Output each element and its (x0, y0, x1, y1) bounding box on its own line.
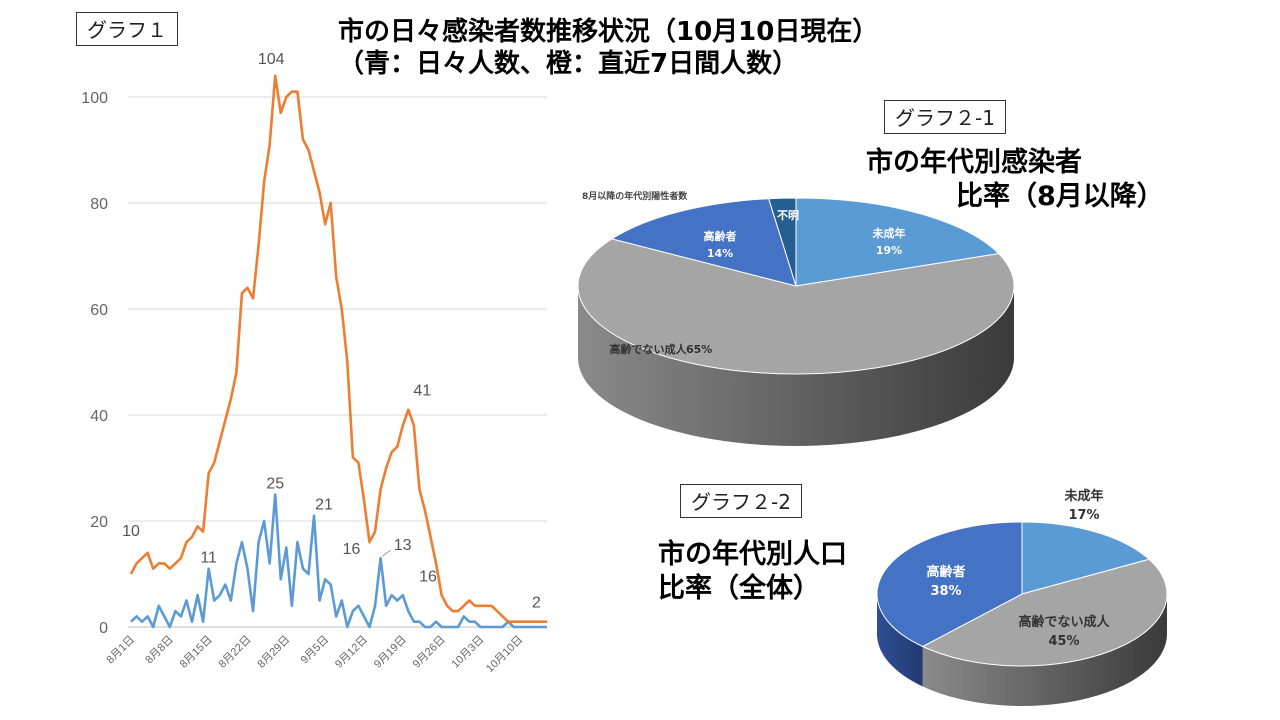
data-label: 10 (122, 523, 140, 540)
pie-slice-label: 不明 (777, 209, 799, 222)
pie-slice (921, 558, 1168, 667)
pie-slice-percent: 45% (1048, 634, 1079, 649)
pie-slice (795, 197, 1000, 287)
pie-slice-percent: 19% (876, 244, 902, 257)
x-tick-label: 8月8日 (143, 634, 176, 667)
y-tick-label: 60 (90, 302, 108, 319)
line-chart-series (129, 74, 547, 629)
graph2-2-tag: グラフ２-2 (680, 484, 802, 518)
main-title: 市の日々感染者数推移状況（10月10日現在） （青：日々人数、橙：直近7日間人数… (338, 16, 878, 80)
pie-chart-population-by-age: 未成年 17% 高齢でない成人 45% 高齢者 38% (876, 488, 1168, 706)
x-tick-label: 8月22日 (217, 634, 254, 671)
graph1-tag: グラフ１ (76, 12, 178, 46)
data-label: 104 (258, 51, 285, 68)
pie-side (578, 286, 1014, 446)
line-chart-y-ticks: 0 20 40 60 80 100 (81, 90, 108, 637)
x-tick-label: 9月19日 (372, 634, 409, 671)
y-tick-label: 20 (90, 514, 108, 531)
data-label: 25 (266, 476, 284, 493)
pie1-heading-line2: 比率（8月以降） (956, 181, 1164, 212)
pie-slice (577, 238, 1015, 375)
pie2-heading: 市の年代別人口 比率（全体） (658, 538, 847, 606)
data-label: 11 (200, 550, 217, 567)
data-label: 16 (343, 541, 361, 558)
x-tick-label: 9月5日 (299, 634, 332, 667)
data-label: 2 (532, 595, 541, 612)
main-title-line2: （青：日々人数、橙：直近7日間人数） (338, 49, 799, 79)
pie2-heading-line1: 市の年代別人口 (658, 539, 847, 570)
pie-side (877, 594, 923, 687)
x-tick-label: 9月26日 (411, 634, 448, 671)
line-chart-grid (128, 96, 547, 628)
pie-slice-percent: 65% (686, 343, 712, 356)
pie-side (922, 594, 1167, 706)
pie-slice-label: 高齢でない成人 (610, 342, 688, 356)
annotation-leader (382, 549, 391, 557)
data-label: 13 (394, 537, 412, 554)
line-chart-annotations: 10 11 25 21 104 16 13 41 16 2 (122, 51, 541, 612)
pie-slice-percent: 17% (1068, 508, 1099, 523)
y-tick-label: 0 (99, 620, 108, 637)
pie1-title: 8月以降の年代別陽性者数 (582, 190, 688, 202)
pie-slice-label: 高齢でない成人 (1018, 614, 1110, 630)
pie-slice-percent: 14% (707, 247, 733, 260)
pie-slice-label: 未成年 (872, 226, 906, 240)
series-line-rolling7 (129, 74, 547, 624)
x-tick-label: 10月10日 (484, 634, 525, 675)
y-tick-label: 40 (90, 408, 108, 425)
y-tick-label: 100 (81, 90, 108, 107)
pie-slice (876, 521, 1023, 648)
x-tick-label: 8月1日 (104, 634, 137, 667)
pie-slice (610, 198, 797, 287)
pie-slice (1021, 521, 1151, 595)
series-line-daily (130, 493, 547, 629)
pie-slice-label: 未成年 (1063, 488, 1103, 504)
line-chart-x-ticks: 8月1日 8月8日 8月15日 8月22日 8月29日 9月5日 9月12日 9月19日 9月2… (104, 634, 525, 675)
graph2-1-tag: グラフ２-1 (884, 100, 1006, 134)
x-tick-label: 8月15日 (178, 634, 215, 671)
pie-slice-percent: 38% (930, 584, 961, 599)
x-tick-label: 8月29日 (255, 634, 292, 671)
pie-slice-label: 高齢者 (926, 564, 965, 580)
data-label: 21 (315, 497, 333, 514)
pie1-heading-line1: 市の年代別感染者 (866, 147, 1082, 178)
x-tick-label: 10月3日 (450, 634, 487, 671)
pie-slice-label: 高齢者 (704, 229, 737, 243)
pie2-heading-line2: 比率（全体） (658, 573, 820, 604)
pie1-heading: 市の年代別感染者 比率（8月以降） (866, 146, 1164, 214)
pie-slice (768, 197, 797, 287)
data-label: 41 (413, 383, 431, 400)
main-title-line1: 市の日々感染者数推移状況（10月10日現在） (338, 17, 879, 47)
data-label: 16 (419, 568, 437, 585)
y-tick-label: 80 (90, 196, 108, 213)
x-tick-label: 9月12日 (333, 634, 370, 671)
